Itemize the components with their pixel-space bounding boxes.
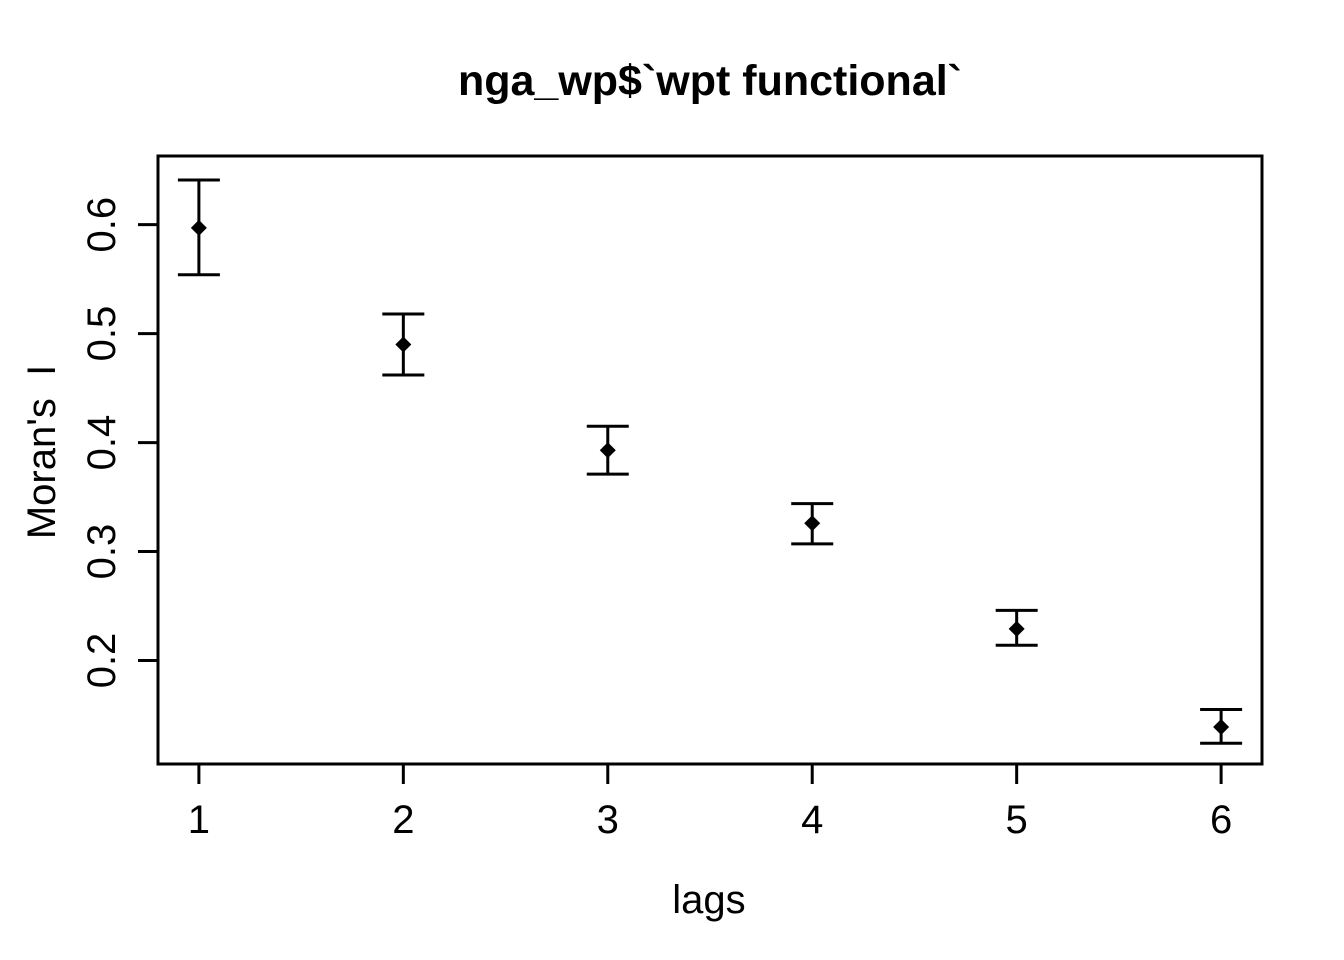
data-point-marker — [190, 219, 207, 236]
data-point-marker — [1213, 718, 1230, 735]
x-axis-label: lags — [672, 878, 745, 922]
x-tick-label: 3 — [597, 798, 619, 842]
y-axis: 0.2 0.3 0.4 0.5 0.6 — [80, 197, 158, 688]
x-tick-label: 1 — [188, 798, 210, 842]
error-bar-point — [382, 312, 425, 377]
x-tick-label: 2 — [392, 798, 414, 842]
y-tick-label: 0.5 — [80, 306, 124, 362]
data-series — [177, 178, 1243, 745]
data-point-marker — [1008, 620, 1025, 637]
y-tick-label: 0.4 — [80, 415, 124, 471]
x-tick-label: 4 — [801, 798, 823, 842]
error-bar-point — [1200, 708, 1243, 745]
y-tick-label: 0.6 — [80, 197, 124, 253]
error-bar-point — [586, 424, 629, 476]
x-axis: 1 2 3 4 5 6 — [188, 764, 1232, 842]
error-bar-point — [177, 178, 220, 277]
y-axis-label: Moran's I — [20, 365, 64, 539]
plot-box — [156, 154, 1264, 766]
x-tick-label: 6 — [1210, 798, 1232, 842]
chart-title: nga_wp$`wpt functional` — [458, 57, 962, 105]
error-bar-point — [995, 608, 1038, 647]
x-tick-label: 5 — [1006, 798, 1028, 842]
y-tick-label: 0.2 — [80, 633, 124, 689]
y-tick-label: 0.3 — [80, 524, 124, 580]
error-bar-point — [791, 502, 834, 546]
data-point-marker — [804, 515, 821, 532]
data-point-marker — [395, 336, 412, 353]
data-point-marker — [599, 442, 616, 459]
